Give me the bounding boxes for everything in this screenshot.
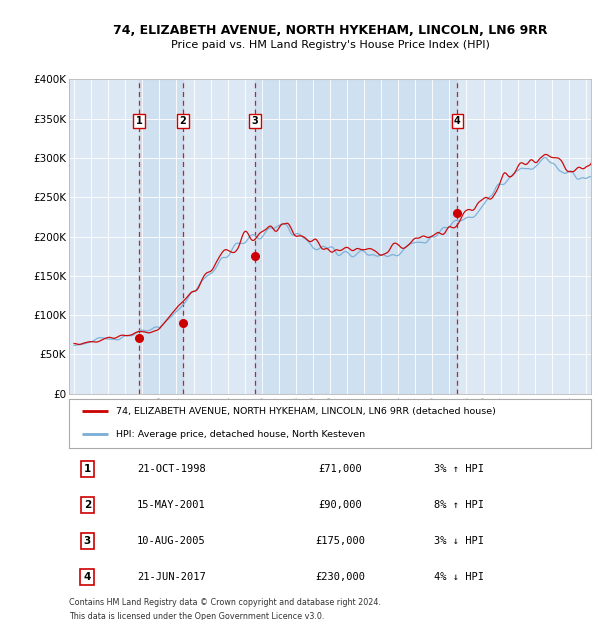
Text: This data is licensed under the Open Government Licence v3.0.: This data is licensed under the Open Gov…	[69, 612, 325, 620]
Text: 4: 4	[83, 572, 91, 582]
Text: 15-MAY-2001: 15-MAY-2001	[137, 500, 206, 510]
Text: 3% ↓ HPI: 3% ↓ HPI	[434, 536, 484, 546]
Text: HPI: Average price, detached house, North Kesteven: HPI: Average price, detached house, Nort…	[116, 430, 365, 439]
Text: 21-JUN-2017: 21-JUN-2017	[137, 572, 206, 582]
Text: 1: 1	[136, 116, 142, 126]
Text: 4: 4	[454, 116, 461, 126]
Text: 3: 3	[251, 116, 259, 126]
Text: £175,000: £175,000	[316, 536, 365, 546]
Text: 3: 3	[83, 536, 91, 546]
Text: 8% ↑ HPI: 8% ↑ HPI	[434, 500, 484, 510]
Text: 10-AUG-2005: 10-AUG-2005	[137, 536, 206, 546]
Text: 74, ELIZABETH AVENUE, NORTH HYKEHAM, LINCOLN, LN6 9RR (detached house): 74, ELIZABETH AVENUE, NORTH HYKEHAM, LIN…	[116, 407, 496, 415]
Text: 4% ↓ HPI: 4% ↓ HPI	[434, 572, 484, 582]
Text: 2: 2	[83, 500, 91, 510]
Text: 3% ↑ HPI: 3% ↑ HPI	[434, 464, 484, 474]
Bar	[139, 79, 183, 394]
Text: Price paid vs. HM Land Registry's House Price Index (HPI): Price paid vs. HM Land Registry's House …	[170, 40, 490, 50]
Text: Contains HM Land Registry data © Crown copyright and database right 2024.: Contains HM Land Registry data © Crown c…	[69, 598, 381, 608]
Text: 21-OCT-1998: 21-OCT-1998	[137, 464, 206, 474]
Text: 74, ELIZABETH AVENUE, NORTH HYKEHAM, LINCOLN, LN6 9RR: 74, ELIZABETH AVENUE, NORTH HYKEHAM, LIN…	[113, 24, 547, 37]
Text: £90,000: £90,000	[319, 500, 362, 510]
Text: 2: 2	[179, 116, 186, 126]
Text: £230,000: £230,000	[316, 572, 365, 582]
Text: £71,000: £71,000	[319, 464, 362, 474]
Bar	[255, 79, 457, 394]
Text: 1: 1	[83, 464, 91, 474]
